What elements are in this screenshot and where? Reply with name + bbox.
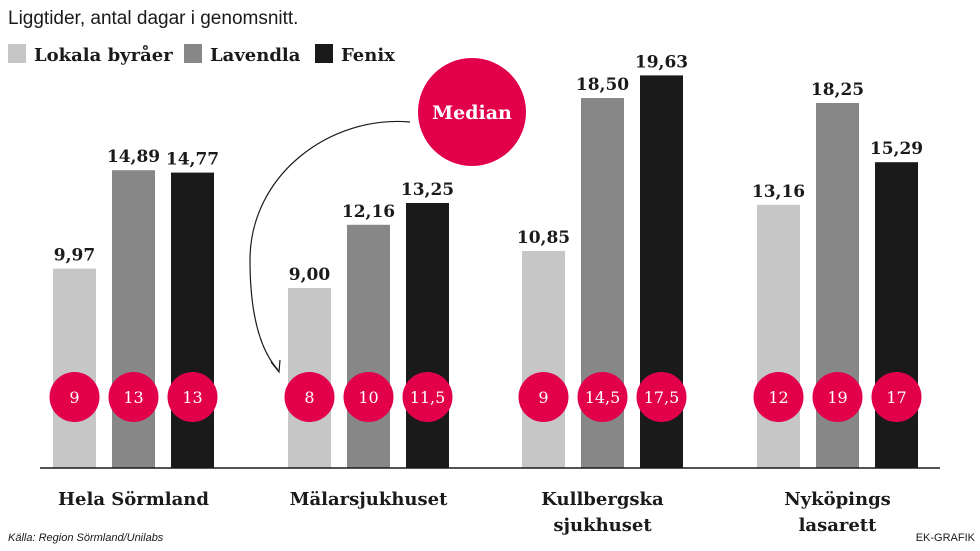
median-bubble: [418, 58, 526, 166]
bar-s3-c4: [875, 162, 918, 468]
value-label-s3-c1: 14,77: [166, 150, 219, 170]
category-label-3-line-2: sjukhuset: [553, 515, 652, 536]
median-dot-s3-c2: [402, 372, 453, 422]
median-value-s3-c3: 17,5: [644, 388, 680, 407]
median-label: Median: [432, 102, 512, 124]
value-label-s3-c2: 13,25: [401, 180, 454, 200]
median-dot-s1-c1: [49, 372, 100, 422]
median-value-s1-c4: 12: [768, 388, 788, 407]
median-value-s2-c1: 13: [123, 388, 143, 407]
bar-s1-c1: [53, 268, 96, 468]
category-label-3-line-1: Kullbergska: [541, 489, 664, 510]
legend-label-1: Lokala byråer: [34, 43, 173, 66]
legend-swatch-1: [8, 44, 26, 63]
value-label-s2-c2: 12,16: [342, 202, 395, 222]
legend-label-2: Lavendla: [210, 45, 301, 66]
median-dot-s2-c3: [577, 372, 628, 422]
value-label-s2-c1: 14,89: [107, 147, 160, 167]
bar-s3-c2: [406, 203, 449, 468]
median-callout: Median: [249, 58, 526, 374]
category-label-4-line-1: Nyköpings: [784, 489, 891, 510]
median-dot-s3-c1: [167, 372, 218, 422]
bar-s2-c2: [347, 224, 390, 468]
value-label-s1-c4: 13,16: [752, 182, 805, 202]
median-dot-s1-c3: [518, 372, 569, 422]
value-label-s1-c3: 10,85: [517, 228, 570, 248]
bar-s2-c1: [112, 170, 155, 468]
value-label-s1-c1: 9,97: [54, 246, 95, 266]
median-arrow-curve: [249, 120, 411, 371]
median-arrow-head-icon: [270, 359, 281, 374]
median-dot-s2-c2: [343, 372, 394, 422]
source-note: Källa: Region Sörmland/Unilabs: [8, 532, 164, 544]
value-label-s3-c4: 15,29: [870, 139, 923, 159]
bar-s1-c3: [522, 251, 565, 468]
median-value-s1-c3: 9: [538, 388, 548, 407]
median-value-s3-c4: 17: [886, 388, 906, 407]
median-value-s1-c2: 8: [304, 388, 314, 407]
legend-swatch-2: [184, 44, 202, 63]
median-value-s3-c1: 13: [182, 388, 202, 407]
median-dot-s3-c4: [871, 372, 922, 422]
category-labels: Hela Sörmland Mälarsjukhuset Kullbergska sj…: [58, 489, 891, 536]
value-label-s3-c3: 19,63: [635, 52, 688, 72]
category-label-2: Mälarsjukhuset: [290, 489, 449, 510]
category-label-4-line-2: lasarett: [799, 515, 878, 536]
median-dot-s2-c1: [108, 372, 159, 422]
median-dot-s1-c2: [284, 372, 335, 422]
legend-label-3: Fenix: [341, 45, 395, 66]
median-value-s3-c2: 11,5: [410, 388, 446, 407]
bar-s1-c4: [757, 204, 800, 469]
chart-subtitle: Liggtider, antal dagar i genomsnitt.: [8, 8, 298, 29]
category-label-1: Hela Sörmland: [58, 489, 209, 510]
legend-swatch-3: [315, 44, 333, 63]
median-value-s2-c3: 14,5: [585, 388, 621, 407]
median-dot-s1-c4: [753, 372, 804, 422]
median-dot-s3-c3: [636, 372, 687, 422]
median-value-s2-c2: 10: [358, 388, 378, 407]
credit-note: EK-GRAFIK: [916, 532, 976, 544]
value-label-s2-c3: 18,50: [576, 75, 629, 95]
median-value-s1-c1: 9: [69, 388, 79, 407]
median-dot-s2-c4: [812, 372, 863, 422]
value-label-s1-c2: 9,00: [289, 265, 331, 285]
median-value-s2-c4: 19: [827, 388, 847, 407]
legend: Lokala byråer Lavendla Fenix: [8, 43, 395, 66]
value-label-s2-c4: 18,25: [811, 80, 864, 100]
bar-s3-c1: [171, 172, 214, 468]
bars: 9,97 9 9,00 8 10,85 9 13,16 12 14,89 13 12,16 10 18,…: [49, 52, 923, 469]
